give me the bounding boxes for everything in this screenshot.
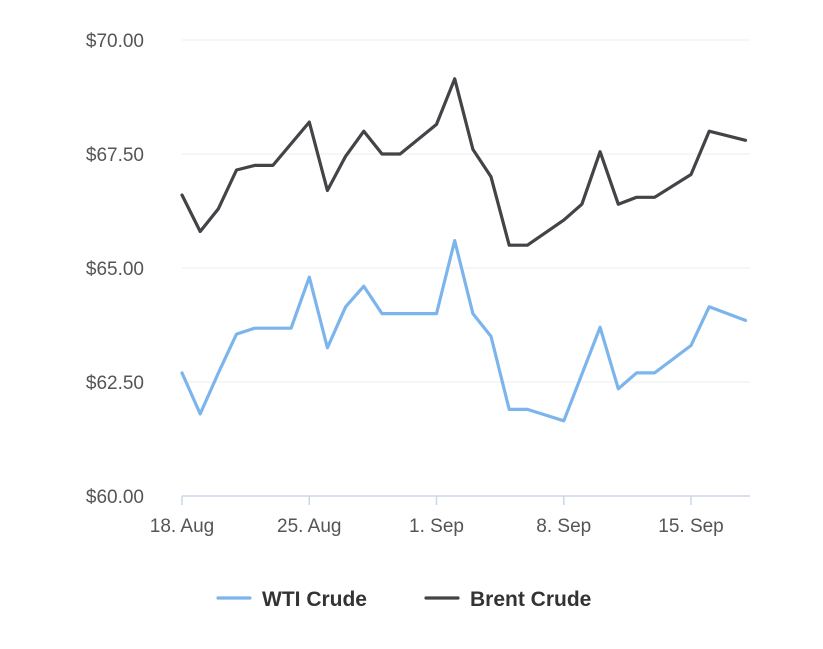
y-tick-label: $70.00	[86, 31, 144, 52]
legend[interactable]: WTI Crude Brent Crude	[216, 588, 591, 611]
legend-label: WTI Crude	[262, 588, 367, 611]
grid-layer	[182, 39, 750, 383]
legend-item-wti-crude[interactable]: WTI Crude	[216, 588, 367, 611]
x-tick-label: 8. Sep	[536, 516, 591, 537]
x-tick-label: 15. Sep	[658, 516, 724, 537]
y-tick-label: $60.00	[86, 487, 144, 508]
y-tick-label: $62.50	[86, 373, 144, 394]
x-tick-label: 18. Aug	[150, 516, 214, 537]
x-tick-label: 1. Sep	[409, 516, 464, 537]
series-line-brent-crude[interactable]	[180, 77, 748, 247]
legend-item-brent-crude[interactable]: Brent Crude	[424, 588, 591, 611]
y-tick-label: $67.50	[86, 145, 144, 166]
series-line-wti-crude[interactable]	[180, 239, 748, 423]
axis-layer: $60.00 $62.50 $65.00 $67.50 $70.00 18. Aug 25.…	[86, 31, 750, 537]
x-tick-label: 25. Aug	[277, 516, 341, 537]
series-layer	[180, 77, 748, 423]
y-tick-label: $65.00	[86, 259, 144, 280]
legend-label: Brent Crude	[470, 588, 591, 611]
